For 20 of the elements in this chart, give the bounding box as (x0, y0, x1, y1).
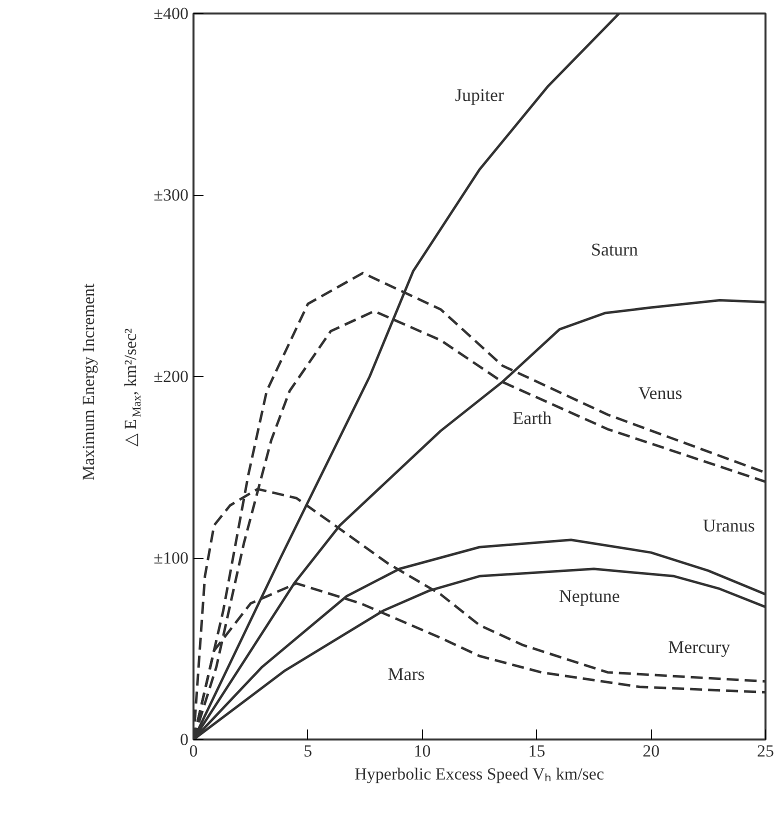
series-label: Mars (388, 664, 425, 684)
series-label: Venus (638, 382, 682, 403)
series-label: Mercury (668, 636, 730, 657)
x-tick-label: 25 (757, 742, 774, 760)
series-label: Earth (512, 408, 552, 428)
y-tick-label: ±400 (154, 4, 189, 23)
series-label: Jupiter (455, 85, 504, 106)
text: Saturn (590, 239, 638, 260)
y-tick-label: ±300 (154, 186, 189, 204)
x-tick-label: 5 (304, 742, 312, 760)
x-tick-label: 10 (414, 742, 431, 760)
x-axis-title: Hyperbolic Excess Speed Vₕ km/sec (354, 764, 604, 784)
text: Maximum Energy Increment △ EMax, km²/sec² (79, 283, 144, 480)
x-tick-label: 20 (642, 742, 660, 760)
series-label: Uranus (702, 515, 755, 536)
y-tick-label: ±200 (154, 367, 189, 386)
y-tick-label: 0 (180, 730, 188, 749)
series-label: Neptune (558, 586, 620, 606)
y-tick-label: ±100 (154, 548, 189, 568)
x-tick-label: 15 (528, 742, 546, 760)
